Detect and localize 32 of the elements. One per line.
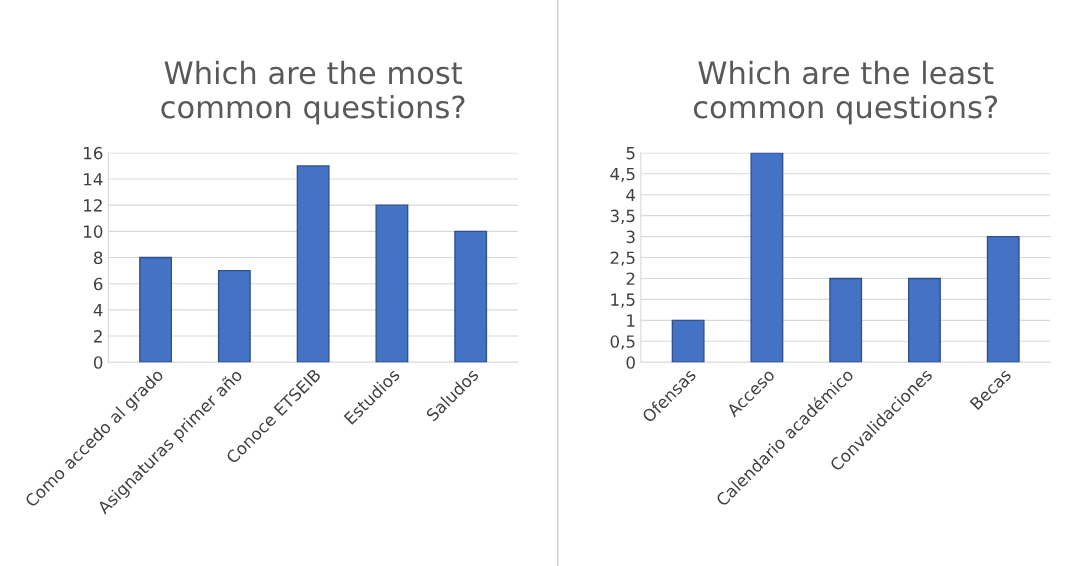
bar: [296, 165, 330, 363]
y-tick-label: 2,5: [610, 251, 635, 266]
y-tick-label: 0,5: [610, 335, 635, 350]
y-tick-label: 0: [626, 356, 635, 369]
bar: [375, 204, 409, 363]
y-tick-label: 6: [94, 277, 103, 291]
y-tick-label: 1: [627, 314, 635, 327]
y-tick-label: 2: [94, 330, 102, 343]
bar: [454, 230, 488, 363]
y-tick-label: 4: [626, 188, 636, 202]
bar: [829, 277, 863, 363]
y-tick-label: 16: [84, 146, 103, 160]
y-tick-label: 14: [84, 173, 103, 186]
y-tick-label: 1,5: [611, 293, 635, 308]
bar: [139, 256, 173, 363]
y-tick-label: 4,5: [610, 167, 635, 183]
y-tick-label: 8: [93, 251, 103, 265]
bar: [986, 235, 1020, 363]
y-tick-label: 0: [93, 356, 103, 369]
y-tick-label: 5: [626, 147, 635, 160]
bar: [671, 319, 705, 363]
bar: [217, 269, 251, 363]
chart-title: Which are the most common questions?: [161, 60, 465, 125]
y-tick-label: 12: [84, 199, 102, 212]
y-tick-label: 3: [626, 230, 635, 244]
y-tick-label: 3,5: [610, 209, 635, 224]
bar: [750, 152, 784, 363]
y-tick-label: 2: [626, 272, 635, 285]
y-tick-label: 4: [93, 304, 103, 317]
bar: [908, 277, 941, 363]
y-tick-label: 10: [84, 225, 103, 238]
chart-title: Which are the least common questions?: [693, 60, 998, 125]
